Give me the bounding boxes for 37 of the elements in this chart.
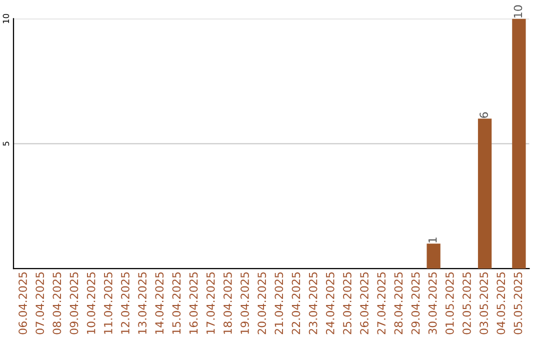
x-tick-label: 20.04.2025 bbox=[258, 272, 266, 334]
x-tick-label: 23.04.2025 bbox=[308, 272, 318, 334]
x-tick-label: 14.04.2025 bbox=[155, 272, 164, 334]
x-tick-label: 26.04.2025 bbox=[360, 272, 368, 334]
x-tick-label: 02.05.2025 bbox=[462, 272, 471, 334]
x-tick-label: 11.04.2025 bbox=[104, 272, 112, 334]
x-tick-label: 15.04.2025 bbox=[172, 272, 181, 334]
bar bbox=[478, 118, 492, 269]
data-label: 6 bbox=[480, 112, 488, 118]
data-label: 1 bbox=[428, 238, 437, 242]
x-tick-label: 07.04.2025 bbox=[36, 272, 44, 334]
x-tick-label: 12.04.2025 bbox=[121, 272, 130, 334]
bar bbox=[512, 18, 526, 269]
x-tick-label: 18.04.2025 bbox=[223, 272, 232, 334]
x-tick-label: 21.04.2025 bbox=[274, 272, 284, 334]
y-tick-label: 5 bbox=[2, 142, 10, 146]
x-tick-label: 30.04.2025 bbox=[428, 272, 437, 334]
x-tick-label: 04.05.2025 bbox=[496, 272, 506, 334]
x-tick-label: 19.04.2025 bbox=[240, 272, 249, 334]
x-tick-label: 06.04.2025 bbox=[18, 272, 27, 334]
x-tick-label: 29.04.2025 bbox=[411, 272, 420, 334]
x-tick-label: 28.04.2025 bbox=[394, 272, 403, 334]
x-tick-label: 13.04.2025 bbox=[138, 272, 147, 334]
x-tick-label: 22.04.2025 bbox=[292, 272, 300, 334]
x-tick-label: 05.05.2025 bbox=[514, 272, 522, 334]
x-tick-label: 08.04.2025 bbox=[52, 272, 62, 334]
x-tick-label: 10.04.2025 bbox=[86, 272, 96, 334]
x-tick-label: 01.05.2025 bbox=[445, 272, 454, 334]
x-tick-label: 17.04.2025 bbox=[206, 272, 215, 334]
x-tick-label: 03.05.2025 bbox=[480, 272, 488, 334]
x-tick-label: 25.04.2025 bbox=[343, 272, 352, 334]
x-tick-label: 24.04.2025 bbox=[326, 272, 334, 334]
x-tick-label: 16.04.2025 bbox=[189, 272, 198, 334]
data-label: 10 bbox=[514, 5, 522, 18]
bar bbox=[426, 244, 440, 269]
x-tick-label: 09.04.2025 bbox=[70, 272, 78, 334]
x-tick-label: 27.04.2025 bbox=[377, 272, 386, 334]
